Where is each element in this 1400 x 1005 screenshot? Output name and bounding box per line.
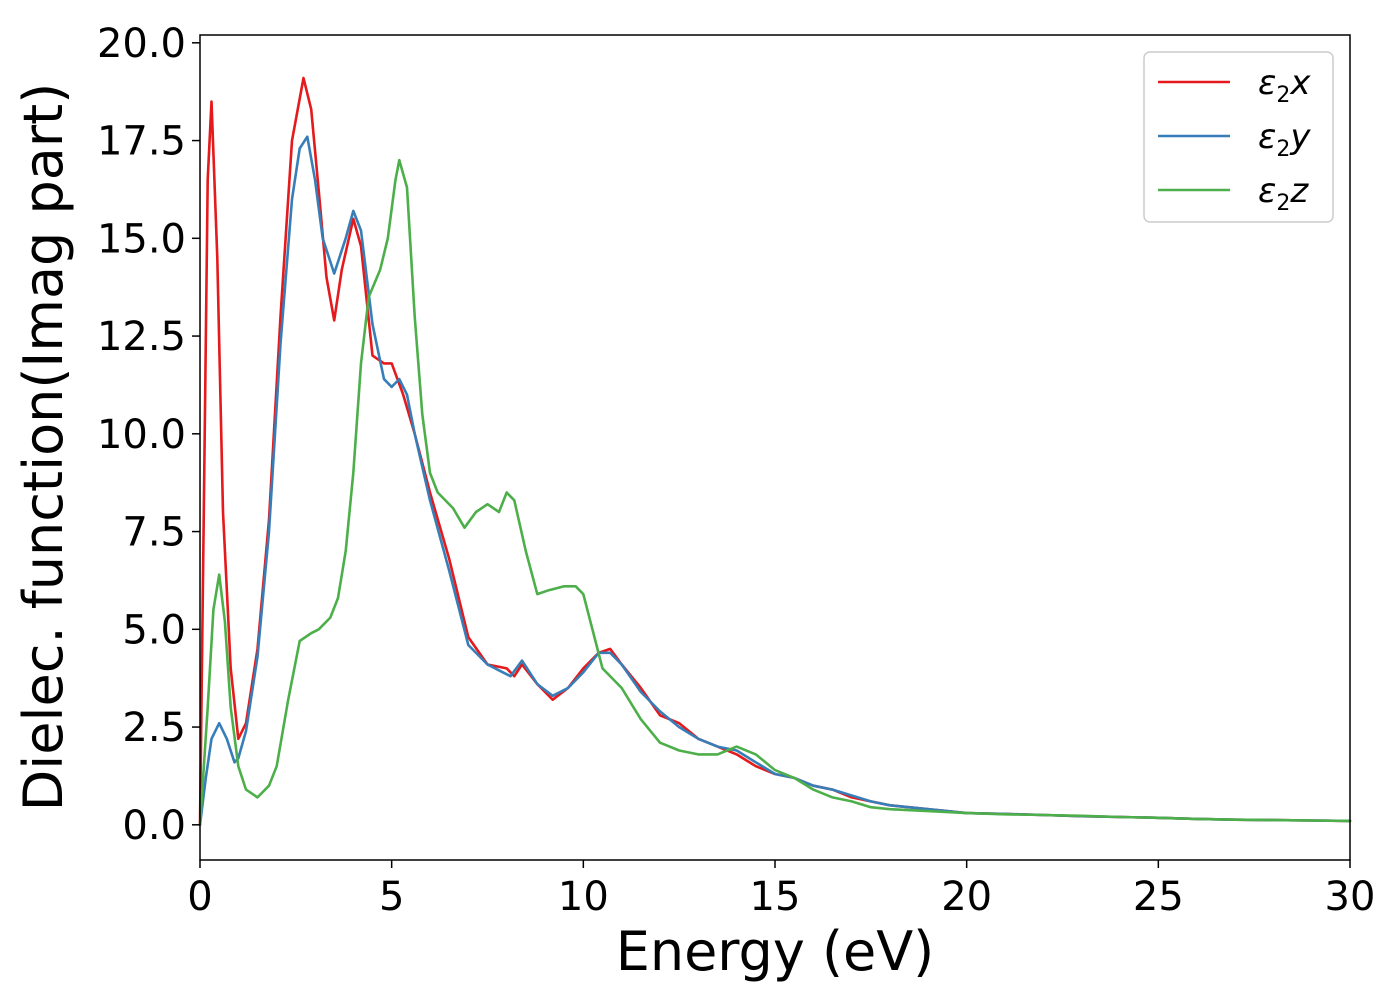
legend-box [1143,51,1334,223]
x-tick-label: 25 [1133,874,1184,920]
y-tick-label: 12.5 [97,314,186,360]
y-tick-label: 7.5 [122,510,186,556]
x-tick-label: 20 [941,874,992,920]
y-axis-label: Dielec. function(Imag part) [12,83,75,812]
x-tick-label: 30 [1325,874,1376,920]
y-tick-label: 17.5 [97,119,186,165]
x-axis-label: Energy (eV) [616,920,935,983]
y-axis: 0.0 2.5 5.0 7.5 10.0 12.5 15.0 17.5 20.0 [97,21,200,849]
x-tick-label: 5 [379,874,404,920]
x-tick-label: 15 [750,874,801,920]
series-line-y [198,135,1352,827]
x-axis: 0 5 10 15 20 25 30 [187,860,1375,920]
y-tick-label: 5.0 [122,607,186,653]
y-tick-label: 2.5 [122,705,186,751]
series-line-z [198,158,1352,827]
y-tick-label: 0.0 [122,803,186,849]
legend-label-z: ε2z [1258,171,1309,216]
legend-label-y: ε2y [1258,117,1311,162]
x-tick-label: 0 [187,874,212,920]
y-tick-label: 15.0 [97,216,186,262]
legend: ε2x ε2y ε2z [1143,51,1334,223]
y-tick-label: 20.0 [97,21,186,67]
x-tick-label: 10 [558,874,609,920]
y-tick-label: 10.0 [97,412,186,458]
legend-label-x: ε2x [1258,63,1311,108]
series-layer [198,76,1352,827]
